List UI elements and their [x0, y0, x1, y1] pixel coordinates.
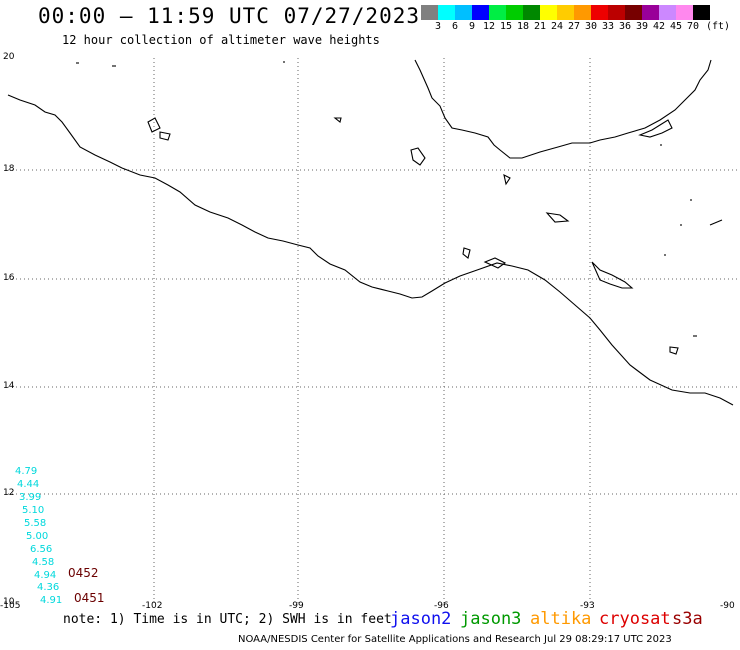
lake-3	[410, 147, 426, 166]
longitude-label: -93	[580, 601, 595, 611]
color-swatch	[625, 5, 642, 20]
latitude-label: 18	[3, 164, 15, 174]
color-legend-label: 33	[601, 21, 615, 32]
color-swatch	[642, 5, 659, 20]
latitude-label: 10	[3, 597, 15, 607]
color-legend-label: 3	[434, 21, 442, 32]
color-legend-label: 18	[516, 21, 530, 32]
satellite-legend-item: altika	[530, 609, 592, 629]
longitude-label: -96	[434, 601, 449, 611]
wave-height-value: 4.58	[32, 557, 55, 568]
longitude-label: -102	[142, 601, 163, 611]
lake-4	[545, 212, 570, 223]
color-swatch	[506, 5, 523, 20]
wave-height-value: 5.00	[26, 531, 49, 542]
color-legend-label: 12	[482, 21, 496, 32]
color-swatch	[438, 5, 455, 20]
lake-5	[591, 261, 634, 289]
color-legend-unit: (ft)	[706, 21, 731, 32]
color-legend-label: 39	[635, 21, 649, 32]
color-legend-label: 21	[533, 21, 547, 32]
latitude-label: 12	[3, 488, 15, 498]
wave-height-value: 6.56	[30, 544, 53, 555]
pass-label-2: 0451	[74, 591, 105, 605]
color-legend-label: 30	[584, 21, 598, 32]
islet-7	[709, 219, 723, 226]
wave-height-value: 4.91	[40, 595, 63, 606]
longitude-label: -105	[0, 601, 21, 611]
color-swatch	[591, 5, 608, 20]
wave-height-value: 4.94	[34, 570, 57, 581]
longitude-label: -90	[720, 601, 735, 611]
lagoon-outline	[638, 119, 673, 138]
coastline	[7, 59, 734, 406]
color-legend	[421, 5, 710, 20]
lake-9	[669, 346, 679, 355]
color-swatch	[523, 5, 540, 20]
color-legend-label: 42	[652, 21, 666, 32]
color-legend-label: 36	[618, 21, 632, 32]
wave-height-value: 4.44	[17, 479, 40, 490]
color-swatch	[676, 5, 693, 20]
color-swatch	[557, 5, 574, 20]
longitude-label: -99	[289, 601, 304, 611]
wave-height-value: 4.79	[15, 466, 38, 477]
footer-note: note: 1) Time is in UTC; 2) SWH is in fe…	[63, 612, 392, 627]
latitude-label: 14	[3, 381, 15, 391]
color-legend-label: 6	[451, 21, 459, 32]
color-swatch	[489, 5, 506, 20]
color-legend-label: 24	[550, 21, 564, 32]
color-swatch	[421, 5, 438, 20]
color-swatch	[455, 5, 472, 20]
color-legend-label: 45	[669, 21, 683, 32]
satellite-legend-item: jason2	[390, 609, 452, 629]
satellite-legend-item: jason3	[460, 609, 522, 629]
lake-1	[147, 117, 161, 133]
color-legend-label: 15	[499, 21, 513, 32]
lake-7	[462, 247, 471, 259]
satellite-legend-item: s3a	[672, 609, 703, 629]
color-swatch	[574, 5, 591, 20]
page-subtitle: 12 hour collection of altimeter wave hei…	[62, 33, 380, 47]
graticule-grid	[8, 58, 740, 603]
color-legend-label: 9	[468, 21, 476, 32]
color-swatch	[472, 5, 489, 20]
satellite-legend-item: cryosat	[599, 609, 671, 629]
wave-height-value: 4.36	[37, 582, 60, 593]
wave-height-value: 5.58	[24, 518, 47, 529]
lake-2	[159, 131, 171, 141]
page-title: 00:00 – 11:59 UTC 07/27/2023	[38, 4, 421, 28]
wave-height-value: 5.10	[22, 505, 45, 516]
latitude-label: 20	[3, 52, 15, 62]
color-swatch	[540, 5, 557, 20]
pacific-coastline	[7, 94, 734, 406]
color-swatch	[659, 5, 676, 20]
color-swatch	[608, 5, 625, 20]
credit-line: NOAA/NESDIS Center for Satellite Applica…	[238, 634, 672, 645]
color-legend-label: 70	[686, 21, 700, 32]
wave-height-value: 3.99	[19, 492, 42, 503]
lake-10	[503, 173, 511, 186]
lake-8	[333, 117, 342, 123]
gulf-coastline	[414, 59, 712, 159]
color-swatch	[693, 5, 710, 20]
lake-6	[483, 257, 507, 269]
latitude-label: 16	[3, 273, 15, 283]
pass-label-1: 0452	[68, 566, 99, 580]
color-legend-label: 27	[567, 21, 581, 32]
